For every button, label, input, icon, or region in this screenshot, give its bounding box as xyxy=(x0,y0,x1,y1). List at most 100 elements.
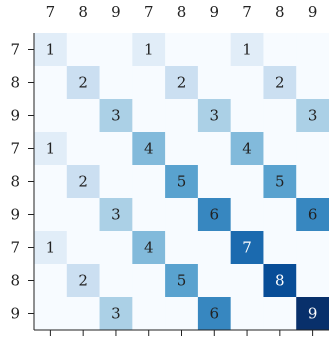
y-tick-label: 7 xyxy=(10,140,20,158)
cell-label: 3 xyxy=(111,107,121,125)
cell-label: 8 xyxy=(275,272,285,290)
cell-label: 6 xyxy=(308,206,318,224)
cell xyxy=(34,165,68,199)
cell xyxy=(66,99,101,133)
cell xyxy=(165,165,199,199)
cell xyxy=(132,33,166,67)
cell xyxy=(296,297,329,331)
cell-label: 4 xyxy=(144,239,154,257)
cell-label: 9 xyxy=(308,305,318,323)
cell xyxy=(230,33,264,67)
cell xyxy=(197,132,232,166)
cell xyxy=(296,264,329,298)
cell xyxy=(263,99,297,133)
cell xyxy=(296,231,329,265)
cell-label: 7 xyxy=(242,239,252,257)
cell xyxy=(99,231,133,265)
cell xyxy=(165,297,199,331)
cell-label: 2 xyxy=(78,74,88,92)
x-tick-label: 7 xyxy=(46,3,56,21)
cell xyxy=(230,165,264,199)
cell xyxy=(296,132,329,166)
cell xyxy=(66,33,101,67)
cell xyxy=(263,165,297,199)
cell xyxy=(66,198,101,232)
cell xyxy=(197,165,232,199)
cell-label: 2 xyxy=(78,173,88,191)
cell xyxy=(99,66,133,100)
cell-label: 6 xyxy=(210,305,220,323)
cell-label: 5 xyxy=(177,272,187,290)
cell xyxy=(132,132,166,166)
y-tick-label: 9 xyxy=(10,305,20,323)
cell xyxy=(230,132,264,166)
cell xyxy=(132,99,166,133)
x-tick-label: 7 xyxy=(242,3,252,21)
cell xyxy=(230,66,264,100)
cell xyxy=(66,66,101,100)
cell-label: 1 xyxy=(144,41,154,59)
cell xyxy=(99,165,133,199)
cell xyxy=(296,99,329,133)
cell xyxy=(230,198,264,232)
cell xyxy=(197,66,232,100)
x-tick-label: 9 xyxy=(210,3,220,21)
x-tick-label: 8 xyxy=(177,3,187,21)
cell-label: 3 xyxy=(210,107,220,125)
cell xyxy=(34,297,68,331)
cell-label: 1 xyxy=(46,239,56,257)
cell xyxy=(296,165,329,199)
cell xyxy=(230,231,264,265)
cell xyxy=(197,297,232,331)
cell xyxy=(230,99,264,133)
cell-label: 4 xyxy=(144,140,154,158)
cell-label: 4 xyxy=(242,140,252,158)
cell-label: 1 xyxy=(46,41,56,59)
y-tick-label: 8 xyxy=(10,173,20,191)
cell xyxy=(296,66,329,100)
cell xyxy=(99,264,133,298)
cell xyxy=(165,66,199,100)
cell-label: 6 xyxy=(210,206,220,224)
cell xyxy=(66,264,101,298)
cell xyxy=(99,198,133,232)
cell xyxy=(132,264,166,298)
cell-label: 3 xyxy=(111,305,121,323)
cell xyxy=(34,231,68,265)
cell xyxy=(263,231,297,265)
cell xyxy=(197,99,232,133)
y-tick-label: 9 xyxy=(10,107,20,125)
cell xyxy=(165,33,199,67)
cell xyxy=(263,198,297,232)
cell-label: 2 xyxy=(275,74,285,92)
y-tick-label: 8 xyxy=(10,272,20,290)
cell xyxy=(99,132,133,166)
cell xyxy=(66,297,101,331)
cell xyxy=(263,132,297,166)
x-tick-label: 8 xyxy=(275,3,285,21)
cell-label: 3 xyxy=(111,206,121,224)
cell-label: 1 xyxy=(242,41,252,59)
cell xyxy=(34,198,68,232)
cell xyxy=(66,231,101,265)
cell xyxy=(197,33,232,67)
cell xyxy=(296,198,329,232)
cell xyxy=(263,264,297,298)
cell xyxy=(263,297,297,331)
cell xyxy=(197,231,232,265)
cell xyxy=(165,132,199,166)
cell xyxy=(165,264,199,298)
cell xyxy=(34,66,68,100)
cell xyxy=(99,33,133,67)
cell-label: 5 xyxy=(177,173,187,191)
cell xyxy=(66,165,101,199)
cell xyxy=(34,99,68,133)
cell xyxy=(165,231,199,265)
cell xyxy=(66,132,101,166)
cell-label: 2 xyxy=(78,272,88,290)
cell xyxy=(132,231,166,265)
cell-label: 3 xyxy=(308,107,318,125)
cell xyxy=(34,264,68,298)
